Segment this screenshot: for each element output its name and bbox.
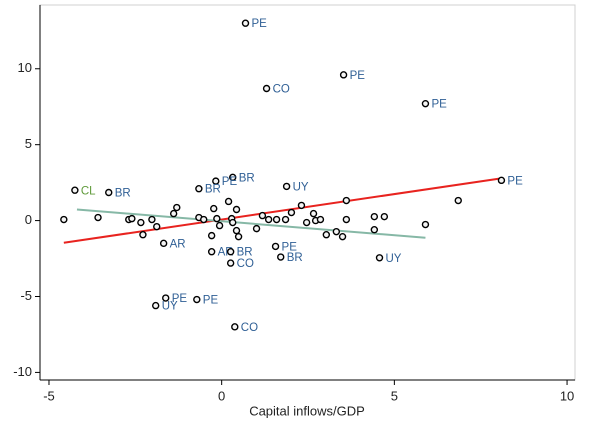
point-label: UY bbox=[293, 181, 309, 193]
point-label: PE bbox=[203, 295, 219, 307]
point bbox=[162, 294, 170, 302]
point bbox=[210, 204, 218, 213]
point bbox=[207, 248, 216, 256]
point bbox=[200, 215, 208, 224]
point bbox=[128, 214, 136, 223]
point bbox=[94, 213, 102, 222]
point bbox=[105, 188, 113, 197]
point bbox=[375, 254, 384, 262]
point bbox=[454, 196, 462, 205]
point bbox=[212, 177, 220, 185]
point bbox=[152, 301, 160, 310]
point bbox=[139, 231, 147, 239]
point-label: CL bbox=[81, 185, 96, 197]
point-label: PE bbox=[431, 99, 447, 111]
x-axis-title: Capital inflows/GDP bbox=[249, 403, 365, 418]
point bbox=[213, 214, 221, 223]
point bbox=[309, 209, 318, 218]
point bbox=[316, 215, 325, 224]
point bbox=[282, 182, 291, 191]
point bbox=[215, 221, 224, 230]
point bbox=[421, 220, 430, 229]
point-label: CO bbox=[237, 258, 254, 270]
point bbox=[229, 218, 237, 227]
y-tick-label: 10 bbox=[18, 60, 32, 75]
point bbox=[232, 226, 241, 235]
point bbox=[272, 215, 281, 224]
x-tick-label: 0 bbox=[218, 388, 225, 403]
point bbox=[302, 218, 311, 227]
point bbox=[195, 185, 203, 193]
point bbox=[226, 259, 235, 267]
point-label: CO bbox=[241, 322, 258, 334]
point bbox=[297, 201, 306, 210]
point-label: AR bbox=[170, 238, 186, 250]
point bbox=[380, 212, 389, 221]
y-tick-label: 0 bbox=[25, 212, 32, 227]
point-label: UY bbox=[162, 301, 178, 313]
point bbox=[271, 242, 280, 251]
point-label: UY bbox=[386, 253, 402, 265]
point bbox=[169, 209, 178, 218]
point bbox=[153, 222, 161, 231]
fit-line bbox=[63, 177, 502, 244]
point-label: PE bbox=[282, 241, 298, 253]
point bbox=[277, 253, 285, 261]
point bbox=[342, 215, 351, 224]
point-label: PE bbox=[507, 175, 523, 187]
point bbox=[262, 84, 271, 93]
point bbox=[252, 224, 261, 233]
point bbox=[370, 212, 379, 221]
point-label: CO bbox=[273, 84, 290, 96]
point bbox=[497, 176, 506, 185]
point-label: PE bbox=[252, 18, 268, 30]
x-tick-label: 10 bbox=[560, 388, 574, 403]
point bbox=[231, 323, 239, 331]
point bbox=[338, 232, 347, 241]
point bbox=[370, 225, 379, 234]
point bbox=[287, 208, 296, 217]
point bbox=[258, 211, 267, 220]
point bbox=[173, 203, 181, 212]
point-label: PE bbox=[172, 293, 188, 305]
point bbox=[281, 215, 290, 224]
x-tick-label: 5 bbox=[391, 388, 398, 403]
point-label: AR bbox=[218, 247, 234, 259]
point bbox=[234, 232, 243, 241]
point bbox=[60, 215, 68, 224]
point-label: PE bbox=[350, 70, 366, 82]
point bbox=[232, 205, 241, 214]
point bbox=[342, 196, 351, 205]
y-tick-label: -5 bbox=[20, 288, 32, 303]
point bbox=[193, 295, 201, 304]
point bbox=[71, 186, 79, 194]
point bbox=[332, 227, 341, 236]
point-label: BR bbox=[239, 172, 255, 184]
point bbox=[229, 173, 237, 182]
point-label: PE bbox=[222, 176, 238, 188]
x-tick-label: -5 bbox=[43, 388, 55, 403]
point bbox=[137, 218, 145, 227]
point bbox=[241, 19, 250, 27]
point bbox=[148, 215, 156, 224]
point-label: BR bbox=[237, 247, 253, 259]
point bbox=[322, 231, 331, 239]
y-tick-label: -10 bbox=[13, 364, 32, 379]
point bbox=[159, 239, 168, 248]
point-label: BR bbox=[115, 188, 131, 200]
point bbox=[264, 215, 273, 224]
y-tick-label: 5 bbox=[25, 136, 32, 151]
point bbox=[339, 71, 348, 79]
point-label: BR bbox=[287, 252, 303, 264]
point-label: BR bbox=[205, 184, 221, 196]
point bbox=[226, 248, 235, 256]
fit-line bbox=[76, 208, 426, 239]
point bbox=[421, 99, 430, 108]
point bbox=[224, 197, 233, 206]
point bbox=[207, 231, 216, 240]
